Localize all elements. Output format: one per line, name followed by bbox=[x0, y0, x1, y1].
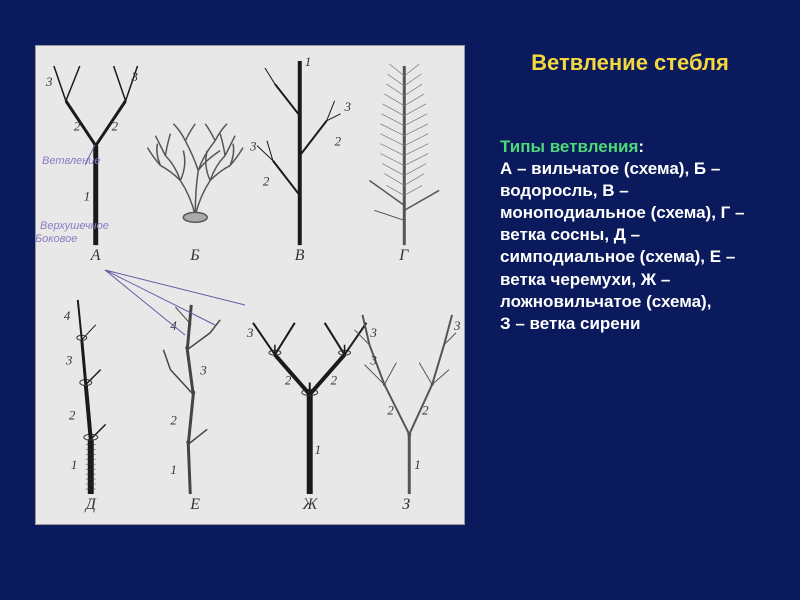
label-d: Д bbox=[84, 496, 97, 513]
svg-text:2: 2 bbox=[422, 402, 429, 417]
svg-text:1: 1 bbox=[71, 457, 77, 472]
svg-text:2: 2 bbox=[387, 402, 394, 417]
diagram-v: 1 2 2 3 3 В bbox=[249, 54, 352, 264]
label-zh: Ж bbox=[302, 496, 319, 513]
annotation-lateral: Боковое bbox=[35, 233, 77, 245]
svg-text:1: 1 bbox=[305, 54, 311, 69]
svg-text:2: 2 bbox=[331, 373, 338, 388]
svg-text:3: 3 bbox=[199, 363, 207, 378]
diagram-zh: 1 2 2 3 3 Ж bbox=[246, 323, 377, 513]
text-panel: Ветвление стебля Типы ветвления: А – вил… bbox=[490, 40, 770, 345]
label-g: Г bbox=[398, 247, 409, 264]
label-a: А bbox=[90, 247, 101, 264]
branching-diagram: 1 2 2 3 3 А Б bbox=[36, 46, 464, 524]
svg-text:3: 3 bbox=[246, 325, 254, 340]
label-e: Е bbox=[189, 496, 200, 513]
diagram-g: Г bbox=[369, 64, 439, 264]
diagram-e: 1 2 3 4 Е bbox=[163, 305, 220, 513]
svg-text:4: 4 bbox=[170, 318, 177, 333]
svg-text:1: 1 bbox=[84, 188, 90, 203]
subtitle: Типы ветвления bbox=[500, 137, 638, 156]
svg-text:2: 2 bbox=[74, 119, 81, 134]
svg-text:4: 4 bbox=[64, 308, 71, 323]
svg-text:2: 2 bbox=[285, 373, 292, 388]
svg-text:3: 3 bbox=[249, 139, 257, 154]
svg-text:3: 3 bbox=[369, 353, 377, 368]
svg-text:2: 2 bbox=[69, 407, 76, 422]
main-title: Ветвление стебля bbox=[500, 50, 760, 76]
svg-text:3: 3 bbox=[369, 325, 377, 340]
diagram-panel: 1 2 2 3 3 А Б bbox=[35, 45, 465, 525]
diagram-z: 1 2 2 3 3 З bbox=[355, 315, 462, 513]
svg-text:2: 2 bbox=[335, 134, 342, 149]
annotation-apical: Верхушечное bbox=[40, 220, 109, 232]
svg-text:2: 2 bbox=[112, 119, 119, 134]
description-line-1: А – вильчатое (схема), Б – водоросль, В … bbox=[500, 159, 744, 311]
label-b: Б bbox=[189, 247, 200, 264]
svg-text:1: 1 bbox=[315, 442, 321, 457]
svg-text:2: 2 bbox=[170, 412, 177, 427]
svg-text:1: 1 bbox=[170, 462, 176, 477]
label-z: З bbox=[402, 496, 410, 513]
annotation-branching: Ветвление bbox=[42, 155, 100, 167]
svg-text:1: 1 bbox=[414, 457, 420, 472]
svg-text:3: 3 bbox=[45, 74, 53, 89]
description-block: Типы ветвления: А – вильчатое (схема), Б… bbox=[500, 136, 760, 335]
label-v: В bbox=[295, 247, 305, 264]
diagram-d: 1 2 3 4 Д bbox=[64, 300, 106, 513]
description-line-2: З – ветка сирени bbox=[500, 314, 640, 333]
svg-text:3: 3 bbox=[131, 69, 139, 84]
diagram-b: Б bbox=[147, 124, 243, 264]
svg-text:3: 3 bbox=[453, 318, 461, 333]
svg-text:2: 2 bbox=[263, 173, 270, 188]
svg-text:3: 3 bbox=[344, 99, 352, 114]
svg-text:3: 3 bbox=[65, 353, 73, 368]
